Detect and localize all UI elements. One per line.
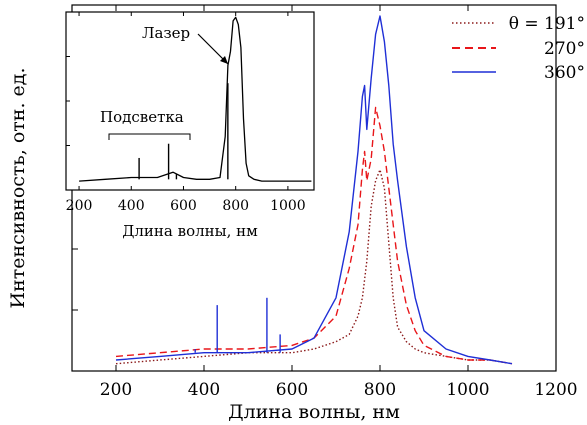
inset-x-axis-title: Длина волны, нм bbox=[122, 222, 258, 240]
legend-label-191: θ = 191° bbox=[509, 14, 585, 34]
inset-x-tick-label-600: 600 bbox=[170, 198, 197, 214]
legend: θ = 191° 270° 360° bbox=[452, 14, 585, 83]
main-series-1 bbox=[115, 106, 513, 365]
annotation-laser-arrowhead bbox=[220, 56, 228, 64]
inset-x-ticks: 200 400 600 800 1000 bbox=[66, 12, 306, 214]
main-x-tick-label-800: 800 bbox=[364, 380, 396, 400]
legend-label-360: 360° bbox=[544, 63, 585, 83]
inset-x-tick-label-800: 800 bbox=[222, 198, 249, 214]
main-x-tick-label-200: 200 bbox=[100, 380, 132, 400]
inset-series-group bbox=[79, 16, 312, 182]
main-x-tick-label-600: 600 bbox=[276, 380, 308, 400]
legend-label-270: 270° bbox=[544, 39, 585, 59]
main-y-axis-title: Интенсивность, отн. ед. bbox=[7, 67, 29, 308]
main-x-axis-title: Длина волны, нм bbox=[228, 401, 400, 423]
inset-plot-frame bbox=[65, 11, 315, 191]
inset-x-tick-label-1000: 1000 bbox=[270, 198, 306, 214]
main-x-tick-label-1000: 1000 bbox=[446, 380, 489, 400]
inset-chart: 200 400 600 800 1000 Длина волны, нм Лазер П… bbox=[65, 11, 315, 240]
inset-series-0 bbox=[79, 16, 312, 182]
annotation-backlight-bracket bbox=[108, 133, 191, 140]
annotation-backlight: Подсветка bbox=[100, 108, 184, 126]
main-x-tick-label-1200: 1200 bbox=[534, 380, 577, 400]
main-x-ticks: 200 400 600 800 1000 1200 bbox=[100, 5, 578, 400]
inset-x-tick-label-200: 200 bbox=[66, 198, 93, 214]
inset-y-ticks bbox=[66, 11, 70, 191]
main-series-group bbox=[115, 15, 513, 365]
inset-x-tick-label-400: 400 bbox=[118, 198, 145, 214]
main-x-tick-label-400: 400 bbox=[188, 380, 220, 400]
annotation-laser: Лазер bbox=[142, 24, 190, 42]
main-series-2 bbox=[115, 15, 513, 365]
